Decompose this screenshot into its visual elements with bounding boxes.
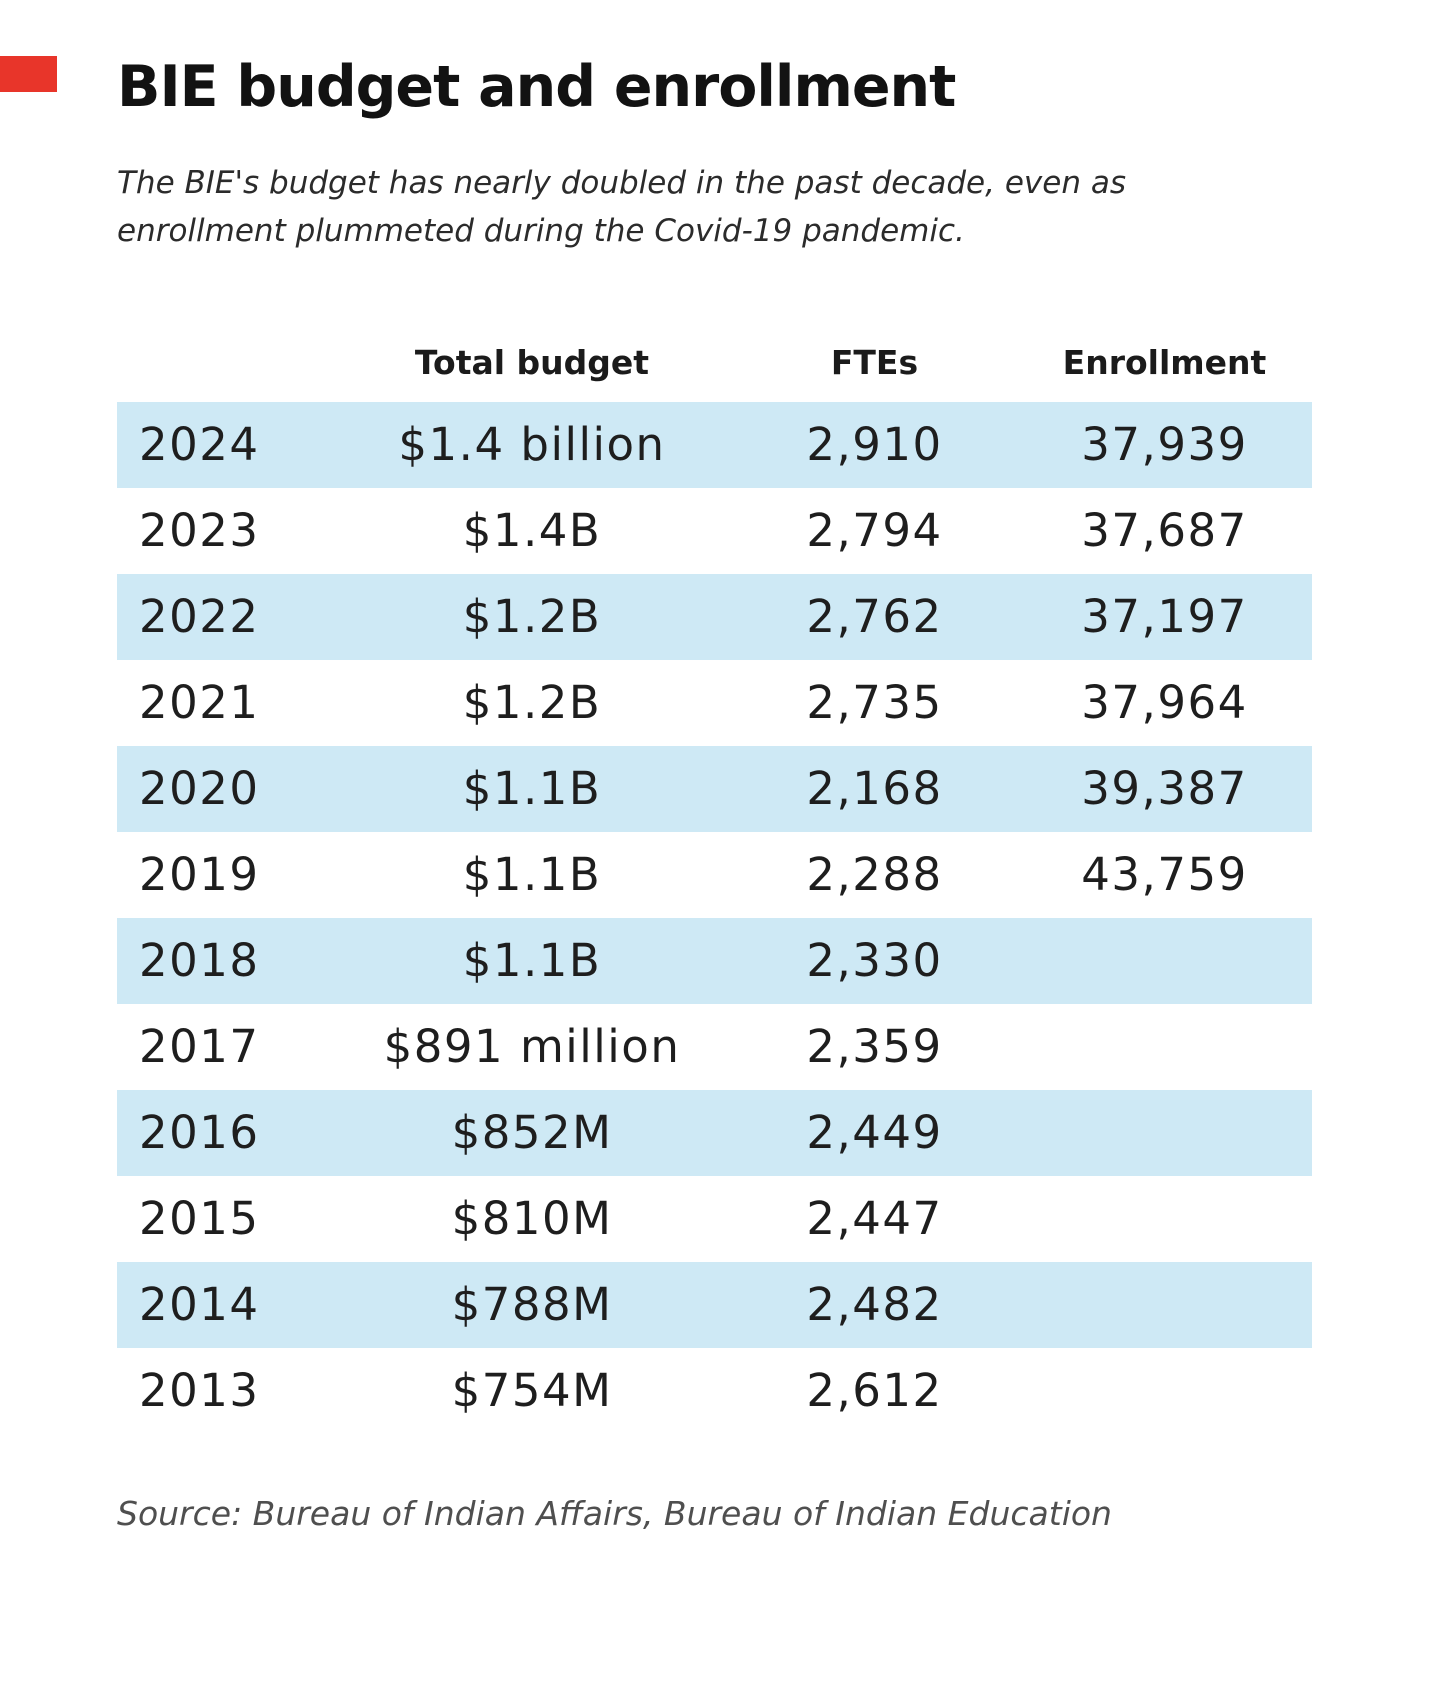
cell-budget: $1.2B bbox=[462, 590, 602, 644]
cell-ftes: 2,447 bbox=[806, 1192, 943, 1246]
cell-enrollment: 43,759 bbox=[1081, 848, 1248, 902]
cell-budget: $810M bbox=[451, 1192, 613, 1246]
table-row-2023: 2023 $1.4B 2,794 37,687 bbox=[117, 488, 1312, 574]
cell-budget: $1.1B bbox=[462, 848, 602, 902]
table-row-2013: 2013 $754M 2,612 bbox=[117, 1348, 1312, 1434]
cell-budget: $1.1B bbox=[462, 762, 602, 816]
cell-budget: $1.1B bbox=[462, 934, 602, 988]
cell-budget: $891 million bbox=[383, 1020, 681, 1074]
cell-year: 2020 bbox=[139, 762, 260, 816]
cell-ftes: 2,359 bbox=[806, 1020, 943, 1074]
budget-enrollment-table: Total budget FTEs Enrollment 2024 $1.4 bi… bbox=[117, 343, 1312, 1434]
cell-ftes: 2,735 bbox=[806, 676, 943, 730]
cell-budget: $754M bbox=[451, 1364, 613, 1418]
table-body: 2024 $1.4 billion 2,910 37,939 2023 $1.4B 2,79… bbox=[117, 401, 1312, 1434]
cell-budget: $1.4 billion bbox=[398, 418, 666, 472]
cell-ftes: 2,910 bbox=[806, 418, 943, 472]
column-header-ftes: FTEs bbox=[830, 342, 919, 382]
cell-enrollment: 37,939 bbox=[1081, 418, 1248, 472]
page-title: BIE budget and enrollment bbox=[117, 54, 956, 120]
cell-ftes: 2,612 bbox=[806, 1364, 943, 1418]
cell-ftes: 2,794 bbox=[806, 504, 943, 558]
cell-ftes: 2,168 bbox=[806, 762, 943, 816]
table-row-2016: 2016 $852M 2,449 bbox=[117, 1089, 1312, 1176]
page: { "header": { "title": "BIE budget and e… bbox=[0, 56, 1440, 1689]
cell-enrollment: 37,687 bbox=[1081, 504, 1248, 558]
cell-ftes: 2,330 bbox=[806, 934, 943, 988]
table-row-2017: 2017 $891 million 2,359 bbox=[117, 1004, 1312, 1090]
table-header-row: Total budget FTEs Enrollment bbox=[117, 343, 1312, 402]
column-header-enrollment: Enrollment bbox=[1062, 342, 1267, 382]
cell-enrollment: 39,387 bbox=[1081, 762, 1248, 816]
cell-year: 2016 bbox=[139, 1106, 260, 1160]
cell-year: 2023 bbox=[139, 504, 260, 558]
cell-enrollment: 37,964 bbox=[1081, 676, 1248, 730]
cell-year: 2017 bbox=[139, 1020, 260, 1074]
table-row-2019: 2019 $1.1B 2,288 43,759 bbox=[117, 832, 1312, 918]
table-row-2014: 2014 $788M 2,482 bbox=[117, 1261, 1312, 1348]
cell-year: 2021 bbox=[139, 676, 260, 730]
cell-year: 2022 bbox=[139, 590, 260, 644]
cell-ftes: 2,288 bbox=[806, 848, 943, 902]
cell-enrollment: 37,197 bbox=[1081, 590, 1248, 644]
table-row-2022: 2022 $1.2B 2,762 37,197 bbox=[117, 573, 1312, 660]
cell-ftes: 2,449 bbox=[806, 1106, 943, 1160]
cell-year: 2018 bbox=[139, 934, 260, 988]
column-header-total-budget: Total budget bbox=[414, 342, 650, 382]
table-row-2015: 2015 $810M 2,447 bbox=[117, 1176, 1312, 1262]
table-row-2018: 2018 $1.1B 2,330 bbox=[117, 917, 1312, 1004]
cell-ftes: 2,482 bbox=[806, 1278, 943, 1332]
cell-budget: $1.2B bbox=[462, 676, 602, 730]
table-row-2020: 2020 $1.1B 2,168 39,387 bbox=[117, 745, 1312, 832]
chart-subtitle: The BIE's budget has nearly doubled in t… bbox=[117, 164, 1126, 249]
cell-budget: $788M bbox=[451, 1278, 613, 1332]
cell-ftes: 2,762 bbox=[806, 590, 943, 644]
source-note: Source: Bureau of Indian Affairs, Bureau… bbox=[117, 1493, 1112, 1533]
cell-year: 2015 bbox=[139, 1192, 260, 1246]
corner-red-marker bbox=[0, 56, 57, 92]
cell-year: 2013 bbox=[139, 1364, 260, 1418]
table-row-2024: 2024 $1.4 billion 2,910 37,939 bbox=[117, 401, 1312, 488]
table-row-2021: 2021 $1.2B 2,735 37,964 bbox=[117, 660, 1312, 746]
cell-budget: $852M bbox=[451, 1106, 613, 1160]
cell-year: 2019 bbox=[139, 848, 260, 902]
cell-budget: $1.4B bbox=[462, 504, 602, 558]
cell-year: 2014 bbox=[139, 1278, 260, 1332]
cell-year: 2024 bbox=[139, 418, 260, 472]
